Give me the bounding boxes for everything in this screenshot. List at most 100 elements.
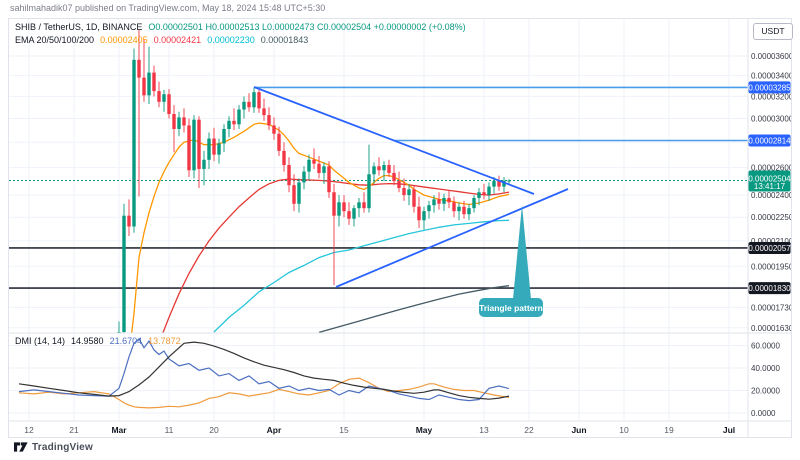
candle-body: [127, 215, 131, 227]
time-axis-label: 22: [524, 425, 534, 435]
grid: [9, 19, 748, 421]
published-byline: sahilmahadik07 published on TradingView.…: [10, 3, 326, 13]
candle-body: [507, 180, 511, 182]
chart-canvas[interactable]: Triangle pattern0.000036000.000034000.00…: [9, 19, 791, 437]
candle-body: [427, 205, 431, 212]
dmi-legend[interactable]: DMI (14, 14) 14.9580 21.6704 13.7872: [15, 336, 181, 346]
price-badge: [748, 282, 791, 295]
candle-body: [402, 188, 406, 196]
callout-box[interactable]: [479, 298, 543, 317]
candle-body: [147, 72, 151, 96]
candle-body: [387, 164, 391, 173]
candle-body: [422, 211, 426, 221]
time-axis-label: Jun: [571, 425, 586, 435]
candle-body: [347, 211, 351, 219]
candle-body: [212, 138, 216, 155]
candle-body: [292, 185, 296, 204]
ascending-trendline[interactable]: [335, 188, 569, 288]
candle-body: [152, 72, 156, 92]
candle-body: [217, 143, 221, 155]
ema-legend-label: EMA 20/50/100/200: [15, 35, 95, 45]
dmi-axis-label: 60.0000: [751, 342, 780, 351]
candle-body: [392, 172, 396, 182]
candle-body: [302, 171, 306, 183]
price-axis-label: 0.00002600: [751, 164, 791, 173]
candle-body: [332, 192, 336, 216]
candle-body: [342, 202, 346, 212]
candle-body: [502, 180, 506, 187]
tradingview-logo-icon: [14, 442, 28, 452]
candle-body: [157, 91, 161, 102]
price-badge: [748, 170, 791, 192]
ema-value: 0.00002405: [100, 35, 148, 45]
dmi-axis-label: 0.0000: [751, 409, 776, 418]
candle-body: [407, 189, 411, 196]
candle-body: [172, 113, 176, 129]
price-badge: [748, 241, 791, 254]
price-axis-label: 0.00003400: [751, 72, 791, 81]
time-axis-label: 19: [664, 425, 674, 435]
callout-label: Triangle pattern: [479, 303, 543, 313]
dmi-value: 13.7872: [148, 336, 181, 346]
di_plus-line: [18, 337, 510, 402]
candle-body: [397, 181, 401, 189]
price-axis-label: 0.00002400: [751, 191, 791, 200]
descending-trendline[interactable]: [253, 86, 535, 195]
candle-body: [457, 206, 461, 212]
candle-body: [352, 208, 356, 219]
dmi-pane[interactable]: [18, 337, 510, 409]
candle-body: [237, 109, 241, 125]
candle-body: [467, 208, 471, 215]
ema-value: 0.00002421: [153, 35, 202, 45]
candle-body: [287, 164, 291, 186]
price-badge: [748, 134, 791, 147]
time-axis-label: Apr: [267, 425, 282, 435]
price-badge-value: 0.00002814: [748, 136, 791, 145]
candle-body: [417, 206, 421, 221]
candle-body: [227, 120, 231, 129]
candle-body: [452, 202, 456, 212]
candle-body: [242, 101, 246, 110]
time-axis-label: 10: [619, 425, 629, 435]
candle-body: [137, 59, 141, 78]
candle-body: [447, 197, 451, 203]
candle-body: [167, 94, 171, 114]
dmi-axis-label: 20.0000: [751, 387, 780, 396]
candle-body: [122, 215, 126, 333]
chart-panel: Triangle pattern 0.00003600 0.00003400 0.00…: [8, 18, 793, 438]
price-badge-value: 0.00001830: [748, 284, 791, 293]
adx-line: [18, 341, 510, 400]
candle-body: [377, 166, 381, 171]
price-axis[interactable]: 0.00003600 0.00003400 0.00003200 0.00003000…: [748, 52, 791, 418]
candle-body: [192, 119, 196, 171]
symbol-title: SHIB / TetherUS, 1D, BINANCE: [15, 22, 143, 32]
ema-value: 0.00001843: [260, 35, 309, 45]
candle-body: [232, 120, 236, 125]
candle-body: [367, 174, 371, 209]
candle-body: [297, 182, 301, 204]
time-axis-label: 12: [24, 425, 34, 435]
dmi-value: 14.9580: [71, 336, 104, 346]
candle-body: [252, 92, 256, 108]
candle-body: [312, 159, 316, 164]
price-axis-label: 0.00001950: [751, 262, 791, 271]
di_minus-line: [18, 377, 510, 409]
ema50-line: [162, 178, 510, 333]
candle-body: [207, 138, 211, 160]
time-axis[interactable]: 12 21 Mar 11 20 Apr 15 May 13 22 Jun 10 19 Jul: [24, 425, 735, 435]
dmi-legend-label: DMI (14, 14): [15, 336, 66, 346]
price-axis-label: 0.00002100: [751, 237, 791, 246]
tradingview-brand-text: TradingView: [32, 441, 93, 453]
candle-body: [272, 125, 276, 134]
candle-body: [257, 92, 261, 109]
ema200-line: [318, 285, 510, 333]
candle-body: [477, 192, 481, 198]
candle-body: [322, 166, 326, 173]
tradingview-attribution[interactable]: TradingView: [14, 441, 93, 453]
candle-body: [382, 164, 386, 171]
candle-body: [262, 108, 266, 116]
ema-legend[interactable]: EMA 20/50/100/200 0.00002405 0.00002421 0.0…: [15, 34, 308, 46]
symbol-legend[interactable]: SHIB / TetherUS, 1D, BINANCE O0.00002501 …: [15, 21, 466, 33]
price-scale-currency-button[interactable]: USDT: [753, 23, 793, 40]
candle-body: [282, 150, 286, 165]
